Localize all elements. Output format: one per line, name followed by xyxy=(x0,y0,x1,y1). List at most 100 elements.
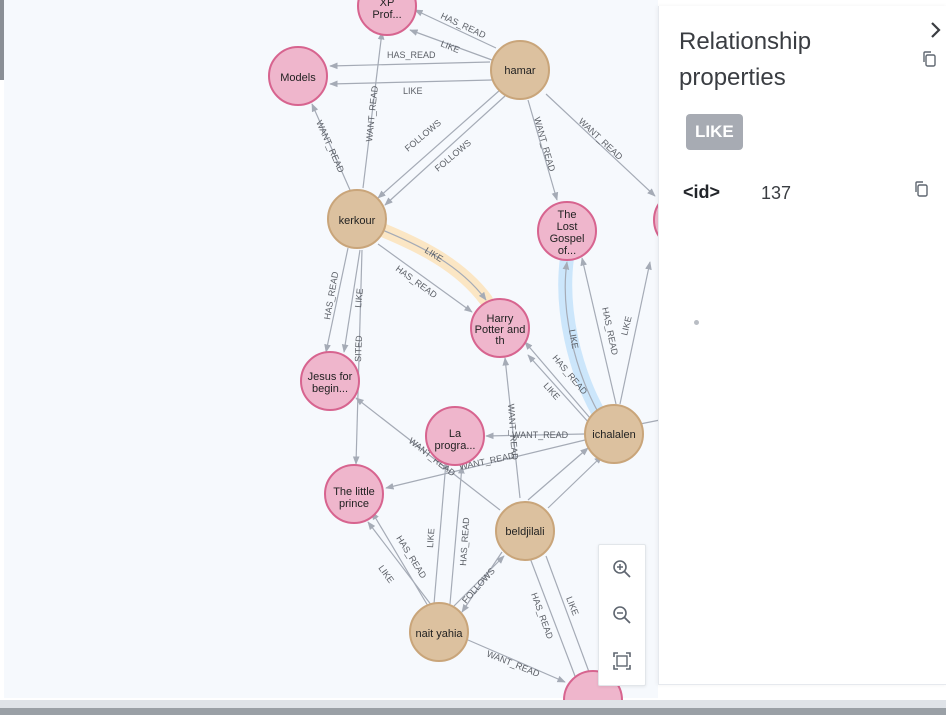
zoom-in-icon xyxy=(613,560,631,578)
bottom-divider xyxy=(0,700,946,708)
edge-kerkour-harry-has-read[interactable] xyxy=(377,243,473,313)
label-kerkour-xp-want-read: WANT_READ xyxy=(364,85,380,142)
node-label-line: Gospel xyxy=(550,233,585,245)
edge-nait-prince-like[interactable] xyxy=(367,521,433,607)
edge-hamar-gospel-want-read[interactable] xyxy=(527,99,559,201)
edge-ichalalen-prince-want-read[interactable] xyxy=(385,439,586,490)
edge-ichalalen-gospel-like[interactable] xyxy=(562,261,599,413)
node-label-line: of... xyxy=(558,245,576,257)
edge-beldjilali-harry-want-read[interactable] xyxy=(502,357,521,499)
copy-all-button[interactable] xyxy=(921,50,937,68)
edge-ichalalen-gospel-has-read[interactable] xyxy=(580,257,617,405)
edge-hamar-models-like[interactable] xyxy=(329,79,493,88)
node-kerkour[interactable]: kerkour xyxy=(327,189,387,249)
edge-labels: HAS_READ LIKE HAS_READ LIKE FOLLOWS FOLL… xyxy=(314,11,633,679)
node-label-line: prince xyxy=(339,498,369,510)
node-label-line: Lost xyxy=(557,221,578,233)
zoom-controls xyxy=(598,544,646,686)
label-ichalalen-offscreen-like: LIKE xyxy=(619,315,633,336)
node-label-line: progra... xyxy=(435,440,476,452)
edge-hamar-xp-has-read[interactable] xyxy=(414,9,497,49)
edge-kerkour-hamar-follows[interactable] xyxy=(377,89,501,199)
label-nait-prince-like: LIKE xyxy=(376,563,396,585)
zoom-in-button[interactable] xyxy=(607,554,637,584)
edge-kerkour-harry-like[interactable] xyxy=(374,226,487,301)
label-follows-1: FOLLOWS xyxy=(403,118,443,154)
edge-ichalalen-la-progra-want-read[interactable] xyxy=(485,432,585,440)
bottom-scrollbar[interactable] xyxy=(0,708,946,715)
label-nait-la-progra-has-read: HAS_READ xyxy=(458,517,471,567)
edge-beldjilali-jesus-want-read[interactable] xyxy=(355,397,501,511)
node-little-prince[interactable]: The little prince xyxy=(324,464,384,524)
collapse-panel-button[interactable] xyxy=(927,20,945,40)
edges xyxy=(311,9,661,685)
node-hamar[interactable]: hamar xyxy=(490,40,550,100)
node-lost-gospel[interactable]: The Lost Gospel of... xyxy=(537,201,597,261)
fit-to-screen-button[interactable] xyxy=(607,646,637,676)
edge-hamar-kerkour-follows[interactable] xyxy=(384,95,506,206)
node-models[interactable]: Models xyxy=(268,46,328,106)
relationship-type-badge[interactable]: LIKE xyxy=(686,114,743,150)
edge-beldjilali-ichalalen-like[interactable] xyxy=(547,455,603,509)
fit-screen-icon xyxy=(613,652,631,670)
edge-kerkour-models-want-read[interactable] xyxy=(311,103,351,191)
edge-ichalalen-harry-has-read[interactable] xyxy=(524,341,591,419)
chevron-right-icon xyxy=(931,22,941,38)
node-label-line: Harry xyxy=(487,313,514,325)
copy-icon xyxy=(915,181,928,197)
edge-hamar-models-has-read[interactable] xyxy=(329,61,491,70)
node-harry-potter[interactable]: Harry Potter and th xyxy=(470,298,530,358)
label-kerkour-visited: SITED xyxy=(353,335,364,362)
node-label-line: th xyxy=(495,335,504,347)
node-la-progra[interactable]: La progra... xyxy=(425,406,485,466)
node-xp-prof[interactable]: XP Prof... xyxy=(357,0,417,36)
edge-beldjilali-bottom-has-read[interactable] xyxy=(529,557,579,685)
edge-kerkour-jesus-like[interactable] xyxy=(341,249,361,353)
edge-nait-la-progra-like[interactable] xyxy=(433,461,449,605)
panel-title: Relationship properties xyxy=(679,28,812,91)
edge-nait-beldjilali-follows[interactable] xyxy=(453,555,505,607)
node-jesus-for-beginners[interactable]: Jesus for begin... xyxy=(300,351,360,411)
edge-kerkour-xp-want-read[interactable] xyxy=(362,31,385,189)
label-nait-la-progra-like: LIKE xyxy=(425,528,436,548)
edge-beldjilali-ichalalen-follows[interactable] xyxy=(527,447,589,501)
edge-kerkour-jesus-has-read[interactable] xyxy=(324,247,349,353)
edge-nait-la-progra-has-read[interactable] xyxy=(449,465,465,605)
node-label-line: begin... xyxy=(312,383,348,395)
node-label-line: La xyxy=(449,428,462,440)
edge-kerkour-prince-visited[interactable] xyxy=(352,249,363,465)
zoom-out-button[interactable] xyxy=(607,600,637,630)
label-hamar-offscreen-want-read: WANT_READ xyxy=(577,116,625,162)
copy-icon xyxy=(923,51,936,67)
node-ichalalen[interactable]: ichalalen xyxy=(584,404,644,464)
label-beldjilali-bottom-has-read: HAS_READ xyxy=(529,591,555,640)
label-beldjilali-bottom-like: LIKE xyxy=(564,595,581,617)
copy-property-button[interactable] xyxy=(913,180,929,198)
node-label-line: The xyxy=(558,209,577,221)
label-ichalalen-gospel-like: LIKE xyxy=(567,329,580,350)
label-ichalalen-la-progra-want-read: WANT_READ xyxy=(512,430,569,440)
node-beldjilali[interactable]: beldjilali xyxy=(495,501,555,561)
edge-hamar-xp-like[interactable] xyxy=(409,29,493,61)
node-nait-yahia[interactable]: nait yahia xyxy=(409,602,469,662)
label-nait-beldjilali-follows: FOLLOWS xyxy=(460,566,497,605)
node-label-line: XP xyxy=(380,0,395,9)
edge-ichalalen-offscreen-like[interactable] xyxy=(619,261,652,405)
edge-ichalalen-harry-like[interactable] xyxy=(527,354,591,425)
edge-nait-bottom-want-read[interactable] xyxy=(467,639,566,683)
property-value: 137 xyxy=(761,183,792,203)
node-label-line: beldjilali xyxy=(505,526,544,538)
edge-ichalalen-offscreen[interactable] xyxy=(639,419,661,425)
node-label-line: kerkour xyxy=(339,215,376,227)
property-key: <id> xyxy=(683,182,721,202)
edge-beldjilali-nait-follows[interactable] xyxy=(461,551,503,613)
left-scrollbar[interactable] xyxy=(0,0,4,80)
edge-hamar-offscreen-want-read[interactable] xyxy=(545,93,656,197)
edge-beldjilali-bottom-like[interactable] xyxy=(545,555,593,681)
label-kerkour-jesus-like: LIKE xyxy=(353,288,365,308)
graph-canvas[interactable] xyxy=(4,0,658,698)
edge-nait-prince-has-read[interactable] xyxy=(371,511,429,607)
label-hamar-models-like: LIKE xyxy=(403,86,423,96)
label-hamar-gospel-want-read: WANT_READ xyxy=(532,116,557,173)
